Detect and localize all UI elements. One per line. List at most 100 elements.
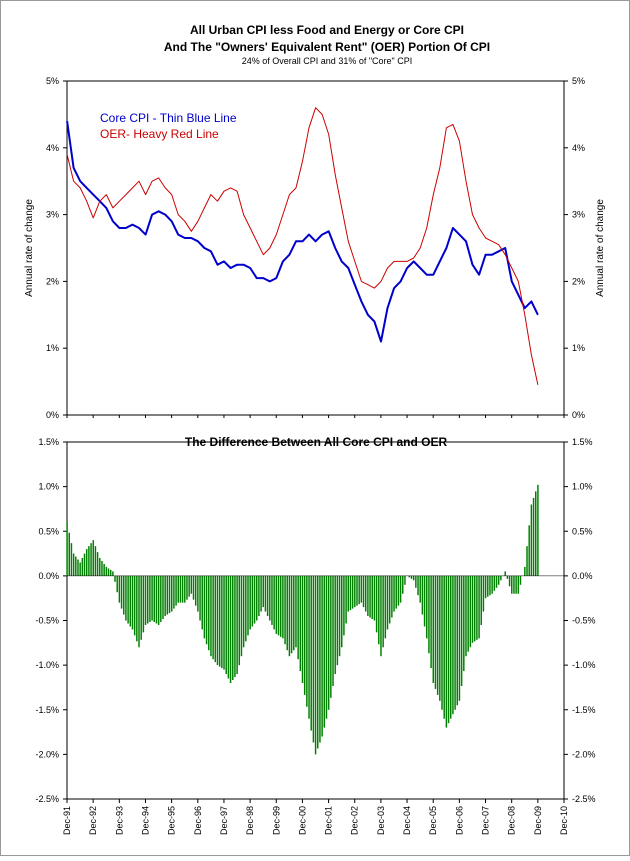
difference-bar — [197, 575, 199, 612]
top-ytick-right-label: 4% — [572, 143, 585, 153]
chart-title-line2: And The "Owners' Equivalent Rent" (OER) … — [164, 40, 490, 54]
xtick-label: Dec-06 — [454, 806, 464, 835]
difference-bar — [358, 575, 360, 605]
difference-bar — [489, 575, 491, 596]
difference-bar — [321, 575, 323, 737]
difference-bar — [515, 575, 517, 594]
top-ylabel-left: Annual rate of change — [24, 199, 35, 297]
difference-bar — [232, 575, 234, 681]
difference-bar — [258, 575, 260, 617]
difference-bar — [236, 575, 238, 675]
difference-bar — [443, 575, 445, 719]
difference-bar — [133, 575, 136, 636]
xtick-label: Dec-92 — [88, 806, 98, 835]
difference-bar — [129, 575, 132, 627]
difference-bar — [85, 549, 88, 576]
difference-bar — [354, 575, 356, 608]
difference-bar — [445, 575, 448, 728]
difference-bar — [90, 543, 92, 576]
difference-bar — [288, 575, 291, 657]
difference-bar — [404, 575, 406, 585]
difference-bar — [356, 575, 358, 606]
difference-bar — [81, 558, 84, 576]
difference-bar — [109, 569, 112, 576]
xtick-label: Dec-01 — [324, 806, 334, 835]
xtick-label: Dec-03 — [376, 806, 386, 835]
difference-bar — [199, 575, 201, 621]
core-cpi-line — [66, 120, 539, 343]
difference-bar — [101, 561, 103, 576]
difference-bar — [99, 558, 101, 576]
difference-bar — [173, 575, 175, 609]
difference-bar — [349, 575, 352, 611]
difference-bar — [157, 575, 160, 625]
difference-bar — [179, 575, 182, 603]
difference-bar — [408, 575, 411, 578]
top-panel: 0% 0% 1% 1% 2% 2% 3% 3% 4% 4% 5% 5% — [46, 76, 585, 420]
difference-bar — [96, 552, 99, 576]
difference-bar — [535, 491, 537, 576]
xtick-label: Dec-04 — [402, 806, 412, 835]
difference-bar — [212, 575, 214, 660]
difference-bar — [367, 575, 369, 617]
difference-bar — [476, 575, 478, 640]
difference-bar — [271, 575, 273, 625]
top-ytick-right-label: 5% — [572, 76, 585, 86]
bottom-panel: -2.5% -2.5% -2.0% -2.0% -1.5% -1.5% -1.0% -1.0%… — [35, 437, 595, 804]
top-ytick-left-label: 3% — [46, 210, 59, 220]
difference-bar — [469, 575, 472, 648]
difference-bar — [487, 575, 489, 597]
difference-bar — [114, 575, 116, 582]
difference-bar — [375, 575, 378, 633]
difference-bar — [506, 575, 509, 579]
xtick-label: Dec-99 — [271, 806, 281, 835]
top-ylabel-right: Annual rate of change — [595, 199, 606, 297]
difference-bar — [112, 571, 114, 576]
difference-bar — [146, 575, 149, 624]
bottom-ytick-left-label: -2.5% — [35, 794, 59, 804]
difference-bar — [260, 575, 262, 612]
difference-bar — [286, 575, 288, 651]
difference-bar — [279, 575, 282, 637]
x-axis-ticks: Dec-91 Dec-92 Dec-93 Dec-94 Dec-95 Dec-96 Dec-… — [62, 415, 569, 835]
difference-bar — [500, 575, 502, 581]
difference-bar — [371, 575, 373, 620]
difference-bar — [116, 575, 118, 593]
difference-bar — [103, 563, 105, 576]
difference-bar — [221, 575, 223, 669]
difference-bar — [273, 575, 275, 630]
difference-bar — [275, 575, 278, 634]
bottom-ytick-right-label: -2.5% — [572, 794, 596, 804]
xtick-label: Dec-93 — [114, 806, 124, 835]
difference-bar — [72, 553, 75, 576]
difference-bar — [388, 575, 391, 624]
difference-bar — [201, 575, 203, 630]
difference-bar — [295, 575, 297, 648]
difference-bar — [452, 575, 454, 715]
difference-bar — [447, 575, 450, 724]
difference-bar — [456, 575, 459, 706]
difference-bar — [395, 575, 397, 609]
difference-bar — [262, 575, 264, 608]
xtick-label: Dec-94 — [141, 806, 151, 835]
difference-bar — [399, 575, 402, 603]
difference-bar — [282, 575, 284, 639]
difference-bar — [127, 575, 129, 624]
difference-bar — [517, 575, 520, 594]
bottom-ytick-left-label: 0.0% — [38, 571, 59, 581]
difference-bar — [238, 575, 241, 666]
difference-bar — [526, 546, 528, 576]
difference-bar — [319, 575, 321, 743]
difference-bar — [142, 575, 145, 633]
difference-bar — [330, 575, 332, 698]
difference-bar — [269, 575, 271, 621]
difference-bar — [530, 504, 533, 576]
difference-bar — [245, 575, 247, 642]
difference-bar — [497, 575, 500, 585]
difference-bar — [334, 575, 336, 675]
difference-bar — [369, 575, 371, 618]
difference-bar — [415, 575, 417, 588]
difference-bar — [229, 575, 232, 683]
